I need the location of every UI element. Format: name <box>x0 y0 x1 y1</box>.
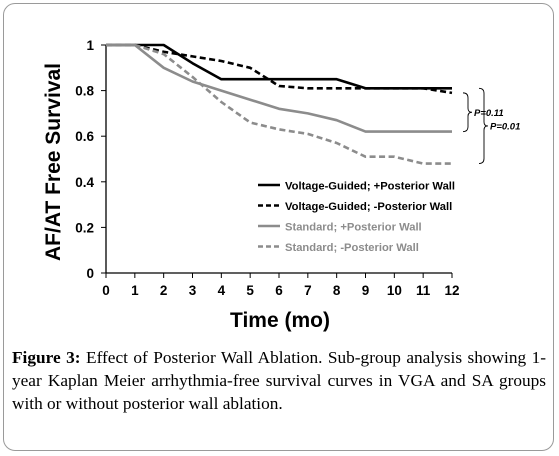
x-tick-label: 12 <box>444 283 459 298</box>
p-value-label-2: P=0.01 <box>490 121 520 132</box>
series-line-2 <box>106 43 453 95</box>
figure-caption: Figure 3: Effect of Posterior Wall Ablat… <box>12 346 546 415</box>
x-tick-label: 6 <box>275 283 283 298</box>
caption-text: Effect of Posterior Wall Ablation. Sub-g… <box>12 348 546 413</box>
x-tick-label: 2 <box>160 283 168 298</box>
legend-label-4: Standard; -Posterior Wall <box>285 242 419 254</box>
y-tick-label: 0.2 <box>75 220 94 235</box>
y-tick-label: 0.4 <box>75 175 94 190</box>
y-tick-label: 0 <box>86 266 94 281</box>
y-tick-label: 0.6 <box>75 129 94 144</box>
x-tick-label: 9 <box>362 283 370 298</box>
x-tick-label: 3 <box>189 283 197 298</box>
x-tick-label: 8 <box>333 283 341 298</box>
x-tick-label: 5 <box>246 283 254 298</box>
p-value-bracket-2 <box>478 87 489 165</box>
caption-label: Figure 3: <box>12 348 81 367</box>
x-tick-label: 11 <box>416 283 431 298</box>
series-line-4 <box>106 43 452 165</box>
legend-label-1: Voltage-Guided; +Posterior Wall <box>285 181 455 193</box>
x-tick-label: 7 <box>304 283 312 298</box>
legend-label-3: Standard; +Posterior Wall <box>285 222 422 234</box>
legend-label-2: Voltage-Guided; -Posterior Wall <box>285 201 452 213</box>
x-tick-label: 4 <box>218 283 226 298</box>
x-axis-label: Time (mo) <box>230 309 330 332</box>
y-tick-label: 0.8 <box>75 84 94 99</box>
y-tick-label: 1 <box>86 38 94 53</box>
x-tick-label: 0 <box>102 283 110 298</box>
p-value-label-1: P=0.11 <box>474 108 504 119</box>
p-value-bracket-1 <box>462 92 473 133</box>
y-axis-label: AF/AT Free Survival <box>42 63 65 261</box>
series-line-3 <box>106 43 452 133</box>
x-tick-label: 10 <box>387 283 402 298</box>
x-tick-label: 1 <box>131 283 139 298</box>
